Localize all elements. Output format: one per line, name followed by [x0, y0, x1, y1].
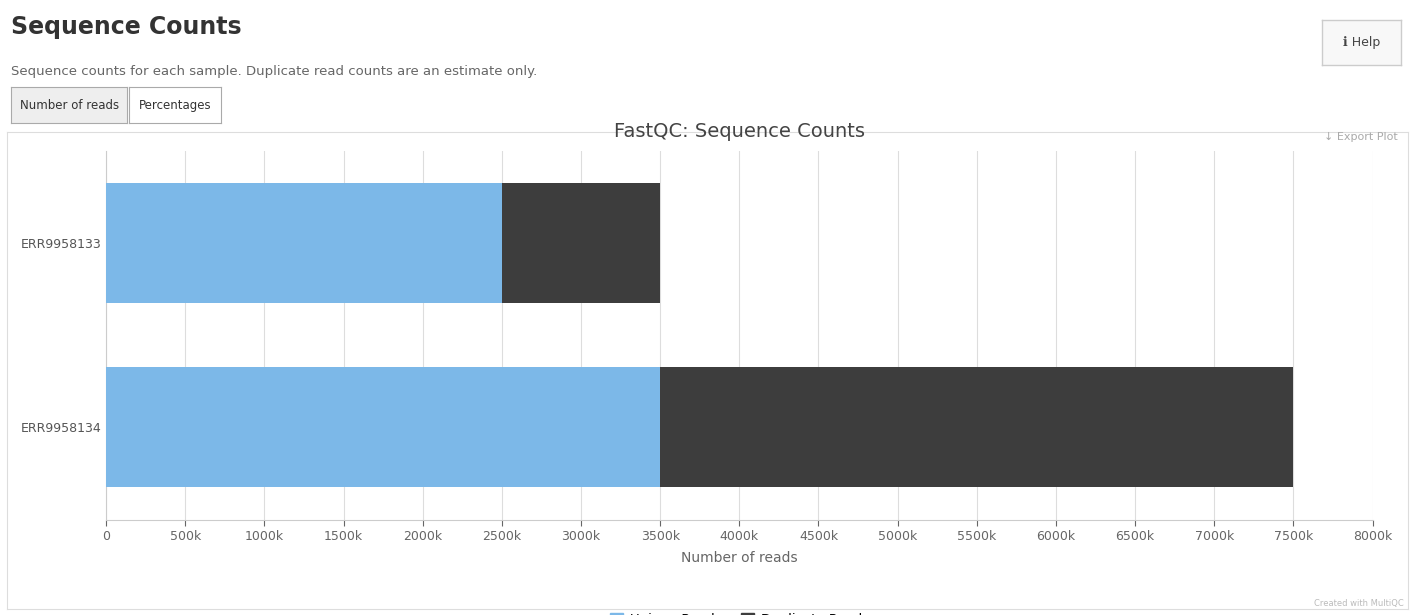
Bar	[106, 368, 661, 487]
Text: ↓ Export Plot: ↓ Export Plot	[1324, 132, 1398, 142]
X-axis label: Number of reads: Number of reads	[681, 552, 798, 565]
Text: Sequence Counts: Sequence Counts	[11, 15, 242, 39]
Bar	[661, 368, 1293, 487]
Title: FastQC: Sequence Counts: FastQC: Sequence Counts	[614, 122, 865, 141]
Text: ℹ Help: ℹ Help	[1343, 36, 1380, 49]
Legend: Unique Reads, Duplicate Reads: Unique Reads, Duplicate Reads	[604, 608, 874, 615]
Text: Number of reads: Number of reads	[20, 98, 119, 112]
Bar	[106, 183, 502, 303]
Text: Sequence counts for each sample. Duplicate read counts are an estimate only.: Sequence counts for each sample. Duplica…	[11, 65, 538, 77]
Bar	[502, 183, 661, 303]
Text: Percentages: Percentages	[139, 98, 211, 112]
Text: Created with MultiQC: Created with MultiQC	[1315, 598, 1404, 608]
